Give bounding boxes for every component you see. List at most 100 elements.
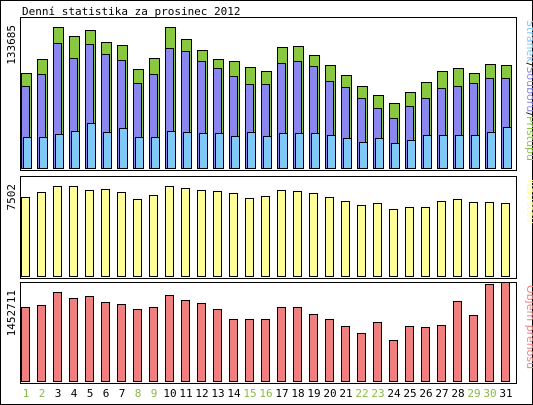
bar-kbytes-day-24 — [389, 340, 398, 382]
bar-kbytes-day-29 — [469, 315, 478, 382]
day-label: 10 — [163, 387, 176, 400]
bar-pages-day-15 — [247, 132, 256, 169]
bar-kbytes-day-21 — [341, 326, 350, 382]
bar-pages-day-1 — [23, 137, 32, 169]
bar-visits-day-19 — [309, 193, 318, 277]
day-label: 8 — [135, 387, 142, 400]
bar-kbytes-day-26 — [421, 327, 430, 382]
panel-frame — [20, 282, 517, 384]
legend-entry-files: Souborů — [524, 66, 533, 112]
day-label: 17 — [275, 387, 288, 400]
legend-separator: / — [524, 112, 533, 116]
bar-pages-day-30 — [487, 132, 496, 169]
bar-visits-day-5 — [85, 190, 94, 277]
y-max-label: 1452711 — [5, 290, 18, 336]
bar-kbytes-day-25 — [405, 326, 414, 382]
bar-kbytes-day-7 — [117, 304, 126, 382]
day-label: 18 — [291, 387, 304, 400]
day-label: 22 — [355, 387, 368, 400]
day-label: 13 — [211, 387, 224, 400]
bar-kbytes-day-3 — [53, 292, 62, 382]
day-label: 21 — [339, 387, 352, 400]
bar-visits-day-3 — [53, 186, 62, 277]
day-label: 25 — [403, 387, 416, 400]
day-label: 1 — [23, 387, 30, 400]
bar-pages-day-5 — [87, 123, 96, 169]
bar-pages-day-6 — [103, 132, 112, 169]
legend-entry-hits: Přístupů — [524, 116, 533, 161]
bar-kbytes-day-6 — [101, 302, 110, 382]
bar-pages-day-25 — [407, 140, 416, 169]
bar-kbytes-day-23 — [373, 322, 382, 382]
panel-visits: 7502 Návštěv — [5, 176, 533, 279]
day-label: 31 — [499, 387, 512, 400]
bar-visits-day-23 — [373, 203, 382, 277]
day-label: 29 — [467, 387, 480, 400]
bar-pages-day-28 — [455, 135, 464, 169]
bar-pages-day-16 — [263, 136, 272, 169]
bar-visits-day-2 — [37, 192, 46, 277]
bar-kbytes-day-18 — [293, 307, 302, 382]
bar-kbytes-day-22 — [357, 333, 366, 382]
bar-kbytes-day-5 — [85, 296, 94, 382]
bar-kbytes-day-14 — [229, 319, 238, 382]
bar-visits-day-17 — [277, 190, 286, 277]
bar-kbytes-day-28 — [453, 301, 462, 382]
day-label: 19 — [307, 387, 320, 400]
bar-kbytes-day-15 — [245, 319, 254, 382]
bar-kbytes-day-16 — [261, 319, 270, 382]
bar-pages-day-31 — [503, 127, 512, 169]
bar-visits-day-20 — [325, 197, 334, 277]
series-visits — [21, 186, 510, 277]
day-label: 6 — [103, 387, 110, 400]
legend-kbytes: Objem přenosu — [524, 285, 533, 369]
day-label: 7 — [119, 387, 126, 400]
bar-visits-day-30 — [485, 202, 494, 277]
bar-pages-day-4 — [71, 131, 80, 169]
legend-entry-kbytes: Objem přenosu — [524, 285, 533, 369]
bar-kbytes-day-19 — [309, 314, 318, 382]
chart-panels: 133685Stránek/Souborů/Přístupů7502Návště… — [5, 17, 533, 384]
bar-pages-day-11 — [183, 132, 192, 169]
bar-pages-day-14 — [231, 136, 240, 169]
bar-kbytes-day-27 — [437, 325, 446, 382]
bar-visits-day-1 — [21, 197, 30, 277]
day-label: 20 — [323, 387, 336, 400]
bar-visits-day-21 — [341, 201, 350, 277]
day-label: 4 — [71, 387, 78, 400]
bar-visits-day-25 — [405, 207, 414, 277]
chart-title: Denní statistika za prosinec 2012 — [22, 5, 241, 18]
bar-visits-day-11 — [181, 188, 190, 277]
bar-visits-day-9 — [149, 195, 158, 277]
bar-visits-day-22 — [357, 205, 366, 277]
panel-frame — [20, 176, 517, 279]
day-label: 12 — [195, 387, 208, 400]
legend-visits: Návštěv — [524, 179, 533, 224]
bar-pages-day-19 — [311, 133, 320, 169]
bar-pages-day-3 — [55, 134, 64, 169]
bar-pages-day-24 — [391, 143, 400, 169]
bar-kbytes-day-13 — [213, 309, 222, 382]
series-pages — [23, 123, 512, 169]
bar-visits-day-6 — [101, 189, 110, 277]
bar-pages-day-8 — [135, 137, 144, 169]
bar-pages-day-26 — [423, 135, 432, 169]
legend-separator: / — [524, 63, 533, 67]
bar-visits-day-31 — [501, 203, 510, 277]
x-axis-day-labels: 1 2 3 4 5 6 7 8 9 10 11 12 13 14 15 16 17 18 19 20 21 22 23 24 2… — [23, 387, 513, 400]
bar-pages-day-22 — [359, 142, 368, 169]
bar-kbytes-day-8 — [133, 309, 142, 382]
legend-entry-visits: Návštěv — [524, 179, 533, 224]
bar-visits-day-12 — [197, 190, 206, 277]
bar-pages-day-10 — [167, 131, 176, 169]
bar-visits-day-24 — [389, 209, 398, 277]
bar-visits-day-13 — [213, 191, 222, 277]
bar-pages-day-13 — [215, 133, 224, 169]
bar-pages-day-29 — [471, 135, 480, 169]
bar-visits-day-15 — [245, 198, 254, 277]
bar-kbytes-day-20 — [325, 319, 334, 382]
bar-kbytes-day-9 — [149, 307, 158, 382]
